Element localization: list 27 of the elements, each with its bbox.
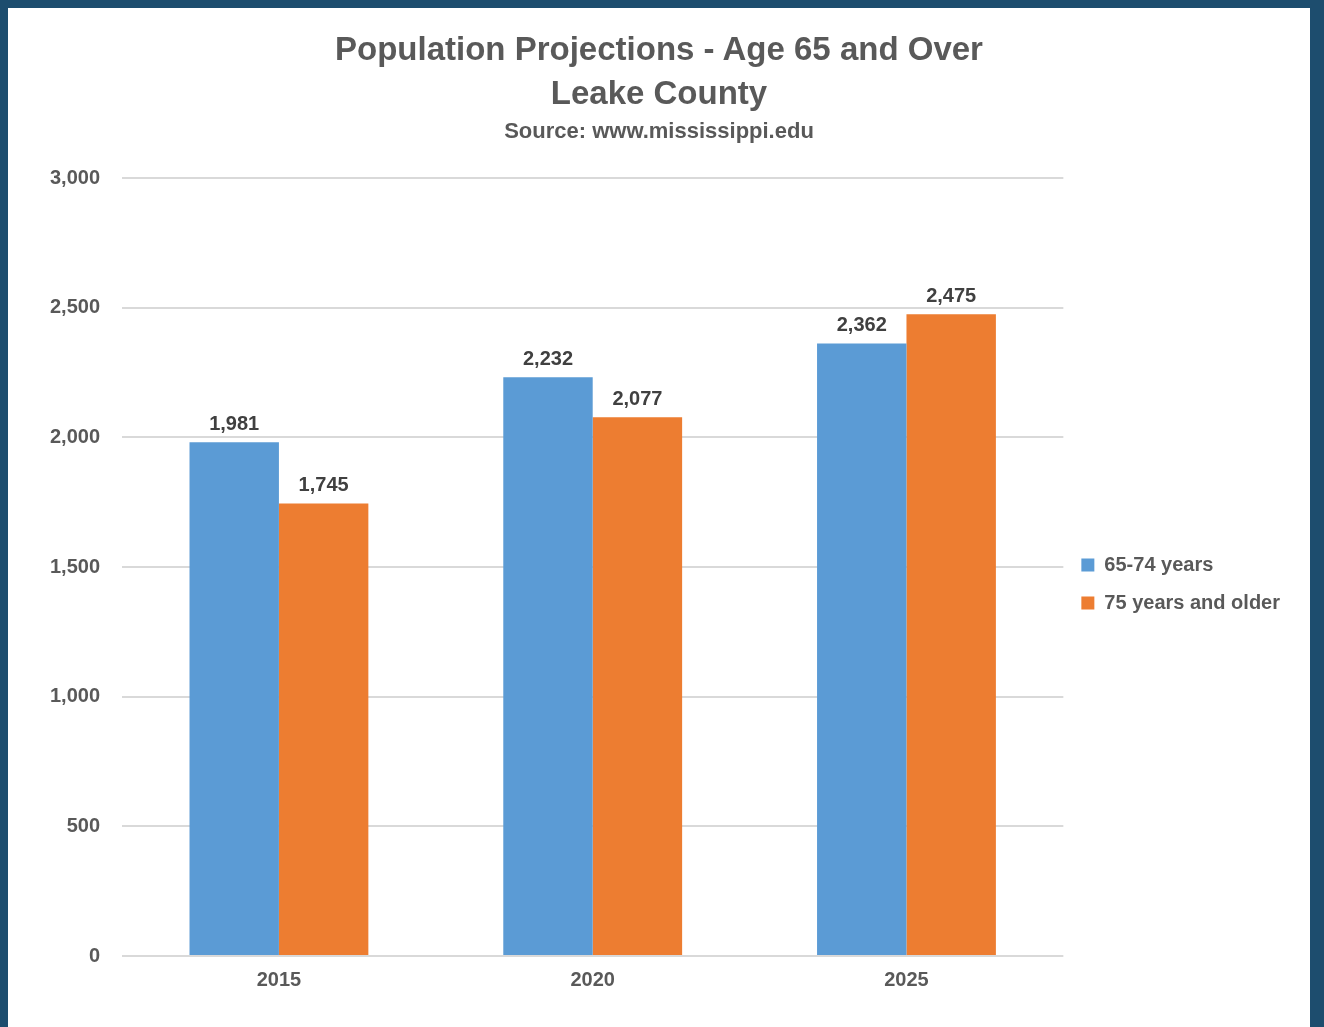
y-tick-label: 0 <box>88 943 101 966</box>
y-tick-label: 1,000 <box>49 684 101 707</box>
x-tick-label: 2020 <box>570 967 615 990</box>
data-label: 2,475 <box>926 283 977 306</box>
chart-subtitle: Leake County <box>549 74 769 112</box>
chart-title: Population Projections - Age 65 and Over <box>334 30 984 68</box>
x-tick-label: 2015 <box>256 967 302 990</box>
bar <box>817 343 907 955</box>
bar <box>592 417 683 955</box>
bar <box>278 503 369 955</box>
bar <box>503 377 593 955</box>
y-tick-label: 1,500 <box>49 554 101 577</box>
data-label: 2,232 <box>522 346 574 369</box>
data-label: 1,981 <box>209 411 260 434</box>
data-label: 2,077 <box>612 386 663 409</box>
source-note: Source: www.mississippi.edu <box>503 118 815 144</box>
x-tick-label: 2025 <box>884 967 929 990</box>
data-label: 2,362 <box>836 312 887 335</box>
y-tick-label: 3,000 <box>49 165 101 188</box>
bar <box>906 314 996 955</box>
legend-label: 65-74 years <box>1104 552 1214 575</box>
y-tick-label: 500 <box>66 813 101 836</box>
y-tick-label: 2,500 <box>49 295 101 318</box>
legend-label: 75 years and older <box>1104 590 1281 613</box>
y-tick-label: 2,000 <box>49 424 101 447</box>
data-label: 1,745 <box>298 472 349 495</box>
bar <box>189 442 279 955</box>
